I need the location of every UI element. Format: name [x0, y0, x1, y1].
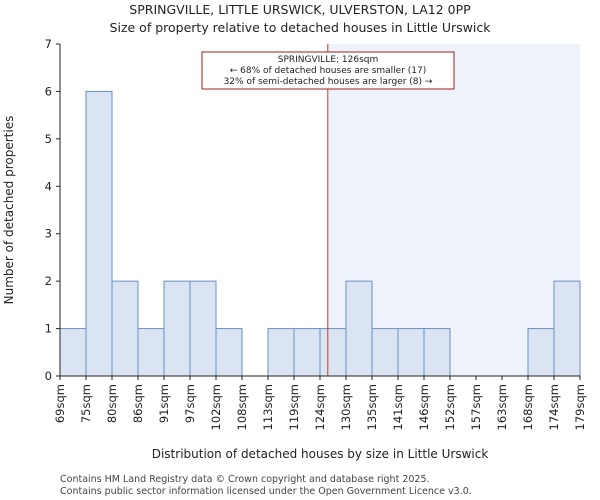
x-tick-label: 113sqm — [261, 384, 275, 430]
y-tick-label: 7 — [45, 37, 52, 51]
bar-97sqm — [189, 280, 217, 377]
bar-141sqm — [397, 328, 425, 377]
annotation-line-1: SPRINGVILLE: 126sqm — [278, 55, 379, 65]
bar-130sqm — [345, 280, 373, 377]
x-tick-label: 80sqm — [105, 384, 119, 423]
bar-113sqm — [267, 328, 295, 377]
y-tick-label: 3 — [45, 227, 52, 241]
x-tick-label: 141sqm — [391, 384, 405, 430]
bar-80sqm — [111, 280, 139, 377]
x-tick-label: 163sqm — [495, 384, 509, 430]
y-tick-label: 2 — [45, 274, 52, 288]
bar-119sqm — [293, 328, 321, 377]
annotation-line-3: 32% of semi-detached houses are larger (… — [224, 77, 433, 87]
y-tick-label: 5 — [45, 132, 52, 146]
annotation-box: SPRINGVILLE: 126sqm ← 68% of detached ho… — [201, 51, 455, 90]
x-tick-label: 97sqm — [183, 384, 197, 423]
y-axis-label: Number of detached properties — [2, 116, 16, 305]
x-tick-label: 119sqm — [287, 384, 301, 430]
x-tick-label: 157sqm — [469, 384, 483, 430]
x-ticks-group: 69sqm 75sqm 80sqm 86sqm 91sqm 97sqm 102sqm 108s… — [53, 376, 587, 430]
footer-line-2: Contains public sector information licen… — [60, 486, 472, 497]
bar-91sqm — [163, 280, 191, 377]
bar-168sqm — [527, 328, 555, 377]
y-tick-label: 4 — [45, 179, 52, 193]
x-tick-label: 69sqm — [53, 384, 67, 423]
x-tick-label: 179sqm — [573, 384, 587, 430]
x-tick-label: 174sqm — [547, 384, 561, 430]
plot-background — [60, 44, 580, 376]
bar-124sqm — [319, 328, 347, 377]
bar-102sqm — [215, 328, 243, 377]
bar-86sqm — [137, 328, 165, 377]
bars-group — [59, 90, 581, 377]
chart-title: SPRINGVILLE, LITTLE URSWICK, ULVERSTON, … — [129, 2, 471, 17]
x-tick-label: 130sqm — [339, 384, 353, 430]
bar-174sqm — [553, 280, 581, 377]
x-axis-label: Distribution of detached houses by size … — [152, 447, 489, 461]
x-tick-label: 124sqm — [313, 384, 327, 430]
x-tick-label: 108sqm — [235, 384, 249, 430]
x-tick-label: 152sqm — [443, 384, 457, 430]
x-tick-label: 86sqm — [131, 384, 145, 423]
bar-135sqm — [371, 328, 399, 377]
annotation-line-2: ← 68% of detached houses are smaller (17… — [230, 66, 427, 76]
x-tick-label: 75sqm — [79, 384, 93, 423]
y-ticks-group: 0 1 2 3 4 5 6 7 — [45, 37, 60, 383]
chart-subtitle: Size of property relative to detached ho… — [110, 20, 492, 35]
annotation-border — [201, 51, 455, 90]
bar-75sqm — [85, 90, 113, 377]
x-tick-label: 102sqm — [209, 384, 223, 430]
y-tick-label: 0 — [45, 369, 52, 383]
x-tick-label: 168sqm — [521, 384, 535, 430]
bar-69sqm — [59, 328, 87, 377]
y-tick-label: 6 — [45, 84, 52, 98]
x-tick-label: 146sqm — [417, 384, 431, 430]
x-tick-label: 91sqm — [157, 384, 171, 423]
bar-146sqm — [423, 328, 451, 377]
x-tick-label: 135sqm — [365, 384, 379, 430]
y-tick-label: 1 — [45, 322, 52, 336]
footer-line-1: Contains HM Land Registry data © Crown c… — [60, 474, 430, 485]
